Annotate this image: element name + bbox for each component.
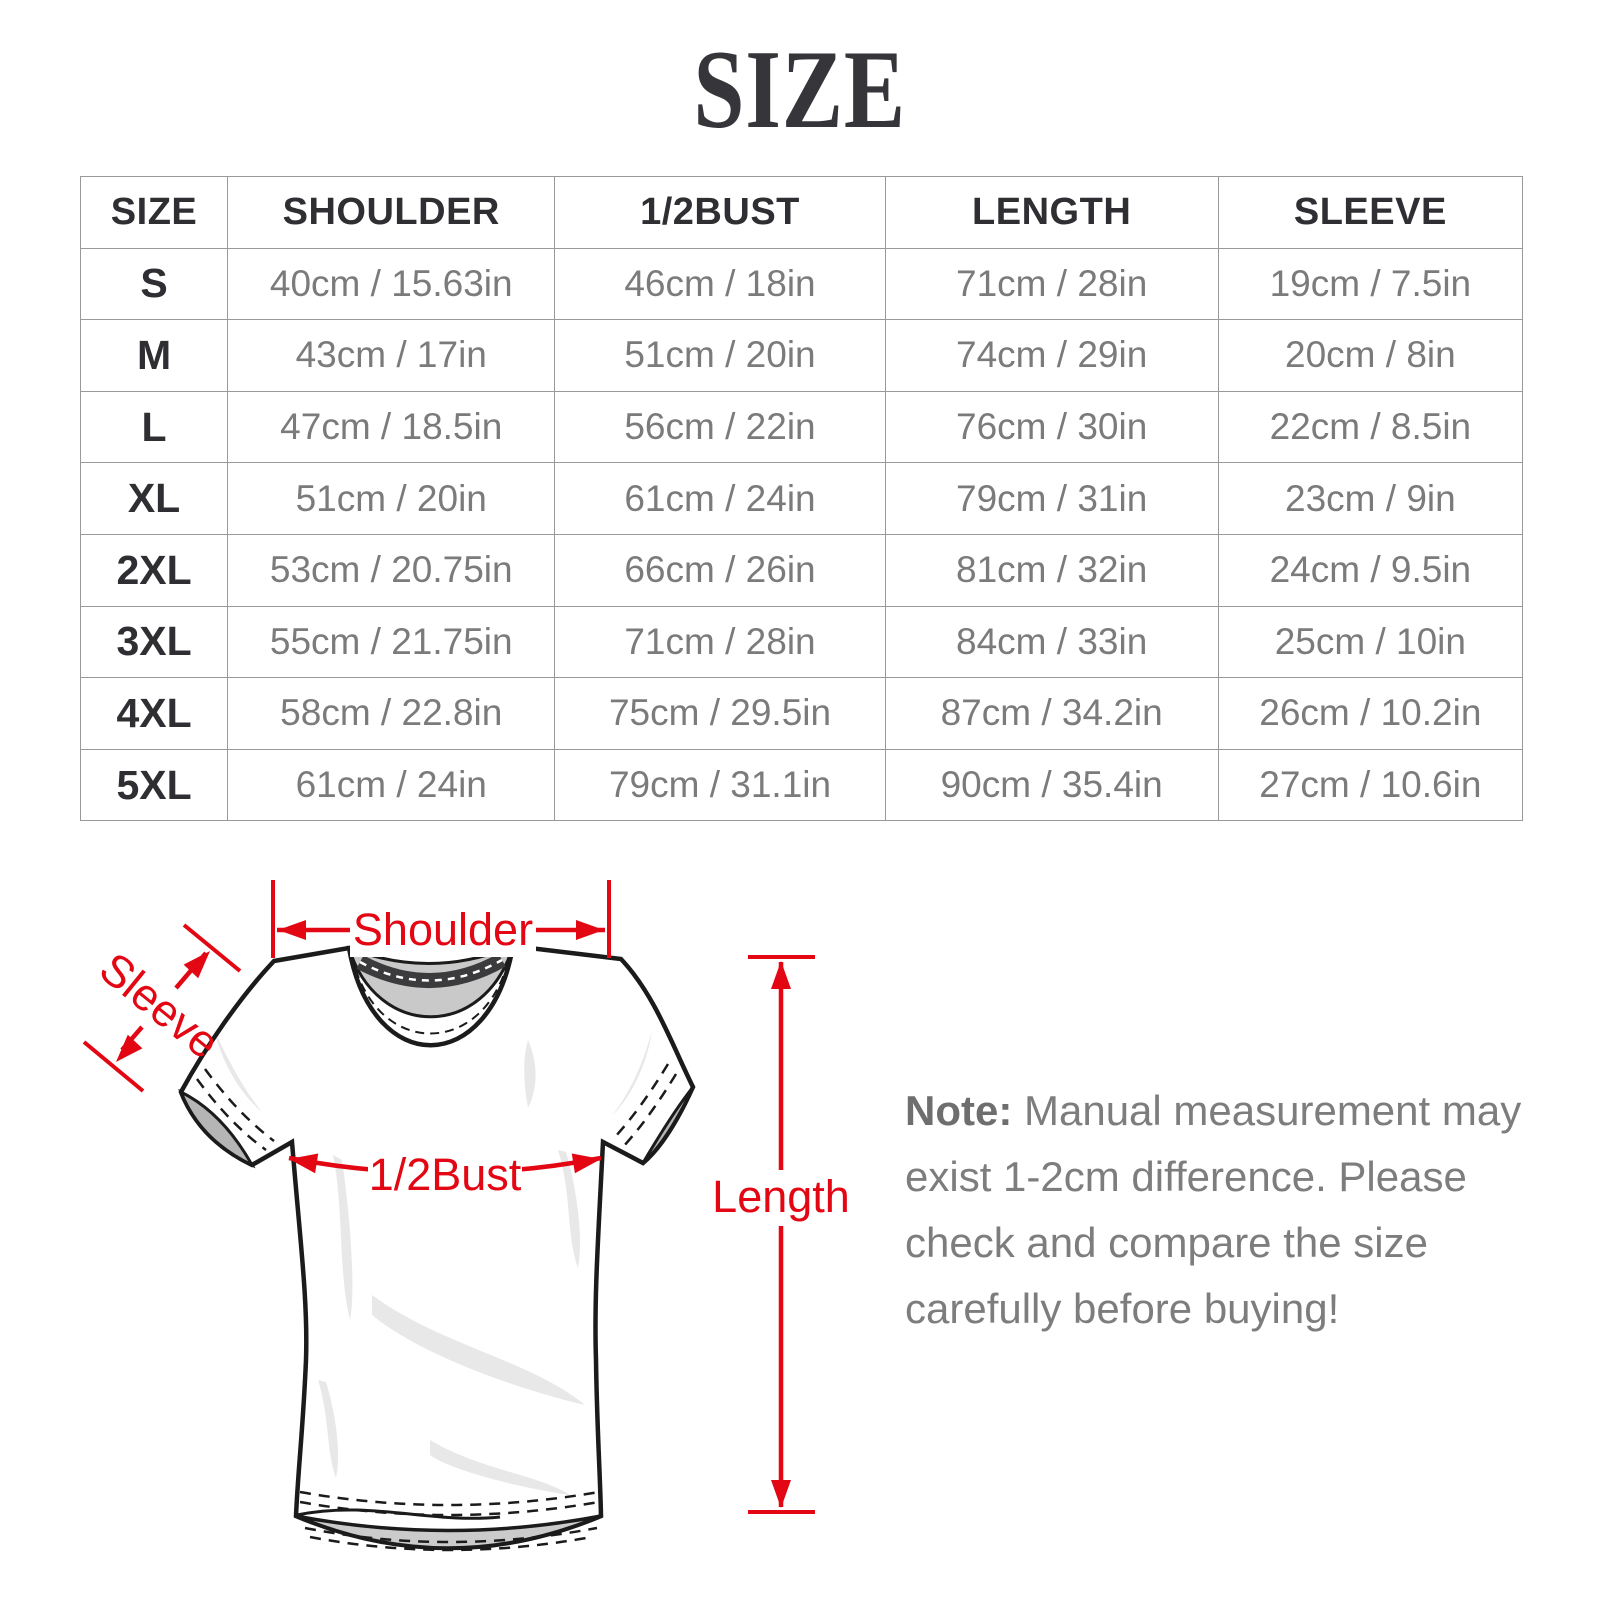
page-title: SIZE [693, 28, 907, 152]
note-line: Note: Manual measurement may [905, 1087, 1522, 1134]
table-header-row: SIZE SHOULDER 1/2BUST LENGTH SLEEVE [79, 176, 1524, 249]
table-cell: 51cm / 20in [227, 462, 556, 535]
size-label: M [79, 319, 229, 392]
table-cell: 76cm / 30in [884, 390, 1219, 464]
length-arrowhead-top [771, 961, 791, 989]
table-cell: 61cm / 24in [227, 748, 556, 822]
table-cell: 24cm / 9.5in [1217, 533, 1524, 607]
table-cell: 20cm / 8in [1217, 319, 1524, 392]
table-cell: 56cm / 22in [554, 390, 886, 464]
half-bust-measure: 1/2Bust [288, 1148, 602, 1202]
collar-stitch [351, 952, 511, 1035]
note-line: exist 1-2cm difference. Please [905, 1153, 1467, 1200]
hem [295, 1490, 602, 1552]
table-cell: 87cm / 34.2in [884, 677, 1219, 750]
table-cell: 81cm / 32in [884, 533, 1219, 607]
left-cuff [178, 1068, 275, 1169]
table-cell: 58cm / 22.8in [227, 677, 556, 750]
table-cell: 25cm / 10in [1217, 605, 1524, 679]
table-cell: 71cm / 28in [884, 247, 1219, 321]
table-cell: 27cm / 10.6in [1217, 748, 1524, 822]
size-label: 3XL [79, 605, 229, 679]
table-cell: 53cm / 20.75in [227, 533, 556, 607]
table-cell: 19cm / 7.5in [1217, 247, 1524, 321]
length-measure: Length [703, 955, 859, 1514]
note-line: check and compare the size [905, 1219, 1428, 1266]
note-line: carefully before buying! [905, 1285, 1340, 1332]
size-label: XL [79, 462, 229, 535]
note-prefix: Note: [905, 1087, 1013, 1134]
table-cell: 22cm / 8.5in [1217, 390, 1524, 464]
size-label: L [79, 390, 229, 464]
table-row: XL 51cm / 20in 61cm / 24in 79cm / 31in 2… [79, 462, 1524, 535]
table-row: 3XL 55cm / 21.75in 71cm / 28in 84cm / 33… [79, 605, 1524, 679]
length-arrowhead-bottom [771, 1480, 791, 1508]
col-header-sleeve: SLEEVE [1217, 176, 1524, 249]
table-row: 4XL 58cm / 22.8in 75cm / 29.5in 87cm / 3… [79, 677, 1524, 750]
tshirt-measurement-diagram: Shoulder Sleeve 1/2Bust Length [82, 880, 859, 1552]
half-bust-label: 1/2Bust [369, 1149, 522, 1200]
collar [346, 943, 516, 1035]
table-row: 5XL 61cm / 24in 79cm / 31.1in 90cm / 35.… [79, 748, 1524, 822]
col-header-bust: 1/2BUST [554, 176, 886, 249]
bust-arrowhead-left [289, 1153, 319, 1174]
sleeve-arrowhead-bottom [116, 1034, 143, 1062]
table-row: M 43cm / 17in 51cm / 20in 74cm / 29in 20… [79, 319, 1524, 392]
table-row: S 40cm / 15.63in 46cm / 18in 71cm / 28in… [79, 247, 1524, 321]
table-cell: 40cm / 15.63in [227, 247, 556, 321]
table-cell: 61cm / 24in [554, 462, 886, 535]
collar-tape-stitch [359, 958, 503, 982]
table-cell: 26cm / 10.2in [1217, 677, 1524, 750]
table-cell: 75cm / 29.5in [554, 677, 886, 750]
sleeve-ticks [82, 923, 242, 1093]
sleeve-label: Sleeve [90, 942, 229, 1068]
size-label: 2XL [79, 533, 229, 607]
table-cell: 84cm / 33in [884, 605, 1219, 679]
shoulder-ticks [271, 880, 611, 958]
shoulder-arrowhead-right [576, 920, 604, 940]
bust-arrowhead-right [571, 1153, 601, 1174]
table-cell: 79cm / 31.1in [554, 748, 886, 822]
table-cell: 71cm / 28in [554, 605, 886, 679]
col-header-size: SIZE [79, 176, 229, 249]
sleeve-arrowhead-top [183, 951, 210, 979]
table-cell: 55cm / 21.75in [227, 605, 556, 679]
table-row: L 47cm / 18.5in 56cm / 22in 76cm / 30in … [79, 390, 1524, 464]
shoulder-measure: Shoulder [271, 880, 611, 958]
size-label: S [79, 247, 229, 321]
table-cell: 90cm / 35.4in [884, 748, 1219, 822]
size-label: 4XL [79, 677, 229, 750]
table-cell: 46cm / 18in [554, 247, 886, 321]
length-label: Length [712, 1171, 850, 1222]
table-cell: 47cm / 18.5in [227, 390, 556, 464]
shoulder-arrowhead-left [278, 920, 306, 940]
length-caps [748, 955, 815, 1514]
size-table: SIZE SHOULDER 1/2BUST LENGTH SLEEVE S 40… [79, 176, 1524, 822]
size-label: 5XL [79, 748, 229, 822]
col-header-length: LENGTH [884, 176, 1219, 249]
fabric-shadows [214, 1030, 652, 1495]
col-header-shoulder: SHOULDER [227, 176, 556, 249]
shoulder-label: Shoulder [353, 904, 533, 955]
table-cell: 79cm / 31in [884, 462, 1219, 535]
table-cell: 23cm / 9in [1217, 462, 1524, 535]
measurement-note: Note: Manual measurement may exist 1-2cm… [905, 1078, 1565, 1342]
table-cell: 51cm / 20in [554, 319, 886, 392]
table-row: 2XL 53cm / 20.75in 66cm / 26in 81cm / 32… [79, 533, 1524, 607]
table-cell: 43cm / 17in [227, 319, 556, 392]
right-cuff [613, 1063, 695, 1165]
table-cell: 74cm / 29in [884, 319, 1219, 392]
table-cell: 66cm / 26in [554, 533, 886, 607]
